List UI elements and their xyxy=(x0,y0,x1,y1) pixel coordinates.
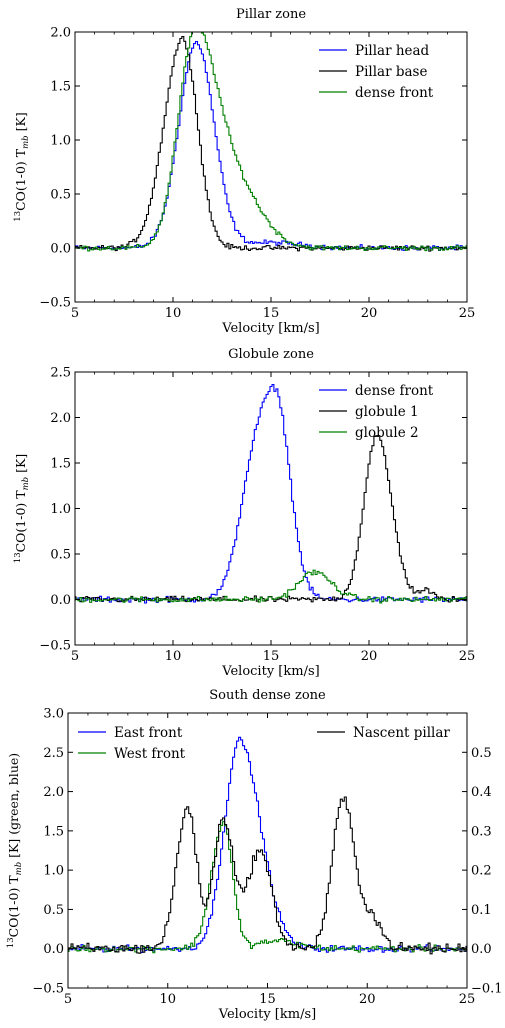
x-tick-label: 10 xyxy=(159,992,176,1007)
legend-label: globule 2 xyxy=(355,425,419,441)
y-tick-label: 2.5 xyxy=(50,366,71,381)
y2-tick-label: 0.3 xyxy=(471,824,492,839)
legend-label: West front xyxy=(114,746,186,762)
chart-panel-2: Globule zone 5 10 15 20 25 −0.5 0.0 0.5 1.0 1.5 2.0… xyxy=(13,347,475,679)
legend-label: globule 1 xyxy=(355,404,419,420)
y-tick-label: 1.0 xyxy=(50,502,71,517)
y-tick-label: −0.5 xyxy=(32,982,64,997)
y-tick-label: 0.5 xyxy=(50,188,71,203)
y2-tick-label: 0.0 xyxy=(471,942,492,957)
legend-label: dense front xyxy=(355,383,434,399)
x-tick-label: 5 xyxy=(64,992,72,1007)
y-axis-label: 13CO(1-0) Tmb [K] xyxy=(13,112,31,221)
y2-tick-label: 0.5 xyxy=(471,746,492,761)
series-line-globule-1 xyxy=(75,435,467,603)
y-tick-label: 0.0 xyxy=(43,942,64,957)
chart-panel-1: Pillar zone 5 10 15 20 25 −0.5 0.0 0.5 1.0 1.5 2.0 V… xyxy=(13,7,475,336)
y-tick-label: −0.5 xyxy=(39,296,71,311)
y-tick-label: 1.0 xyxy=(50,134,71,149)
y-tick-label: 3.0 xyxy=(43,707,64,722)
y2-tick-label: −0.1 xyxy=(471,982,503,997)
x-tick-label: 5 xyxy=(71,306,79,321)
legend-label: Pillar base xyxy=(355,64,427,80)
x-tick-label: 25 xyxy=(459,649,476,664)
x-axis-label: Velocity [km/s] xyxy=(221,321,319,336)
y-tick-label: 1.5 xyxy=(43,824,64,839)
y-axis-label: 13CO(1-0) Tmb [K] xyxy=(13,454,31,563)
x-tick-label: 20 xyxy=(361,306,378,321)
y-tick-label: 2.0 xyxy=(43,785,64,800)
y-tick-label: 2.0 xyxy=(50,26,71,41)
y-tick-label: 0.5 xyxy=(50,548,71,563)
y-tick-label: 1.5 xyxy=(50,457,71,472)
chart-panel-3: South dense zone 5 10 15 20 25 −0.5 0.0 0.5 1.0 1.… xyxy=(6,688,503,1022)
y-tick-label: 0.5 xyxy=(43,903,64,918)
y-tick-label: 2.0 xyxy=(50,411,71,426)
series-line-globule-2 xyxy=(75,569,467,604)
legend-label: East front xyxy=(114,725,183,741)
x-tick-label: 15 xyxy=(263,306,280,321)
x-tick-label: 15 xyxy=(259,992,276,1007)
x-tick-label: 10 xyxy=(165,306,182,321)
series-line-east-front xyxy=(68,736,467,953)
x-axis-label: Velocity [km/s] xyxy=(221,664,319,679)
legend: East front West front Nascent pillar xyxy=(78,725,450,762)
x-tick-label: 5 xyxy=(71,649,79,664)
y-tick-label: 2.5 xyxy=(43,746,64,761)
legend-label: dense front xyxy=(355,85,434,101)
x-tick-label: 20 xyxy=(361,649,378,664)
chart-title: Globule zone xyxy=(228,347,314,362)
legend-label: Nascent pillar xyxy=(353,725,450,741)
chart-title: South dense zone xyxy=(209,688,326,703)
y-axis-label: 13CO(1-0) Tmb [K] (green, blue) xyxy=(6,753,24,948)
y-tick-label: 1.5 xyxy=(50,80,71,95)
y-tick-label: −0.5 xyxy=(39,639,71,654)
x-tick-label: 20 xyxy=(359,992,376,1007)
chart-title: Pillar zone xyxy=(236,7,306,22)
x-tick-label: 25 xyxy=(459,306,476,321)
series-line-west-front xyxy=(68,821,467,954)
legend: dense front globule 1 globule 2 xyxy=(319,383,434,441)
x-tick-label: 25 xyxy=(459,992,476,1007)
legend: Pillar head Pillar base dense front xyxy=(319,43,434,101)
y2-tick-label: 0.2 xyxy=(471,864,492,879)
y-tick-label: 1.0 xyxy=(43,864,64,879)
x-tick-label: 10 xyxy=(165,649,182,664)
y-tick-label: 0.0 xyxy=(50,593,71,608)
x-axis-label: Velocity [km/s] xyxy=(218,1007,316,1022)
series-line-nascent-pillar xyxy=(68,796,467,955)
y-tick-label: 0.0 xyxy=(50,242,71,257)
legend-label: Pillar head xyxy=(355,43,430,59)
y2-tick-label: 0.1 xyxy=(471,903,492,918)
x-tick-label: 15 xyxy=(263,649,280,664)
y2-tick-label: 0.4 xyxy=(471,785,492,800)
series-line-dense-front xyxy=(75,32,467,252)
